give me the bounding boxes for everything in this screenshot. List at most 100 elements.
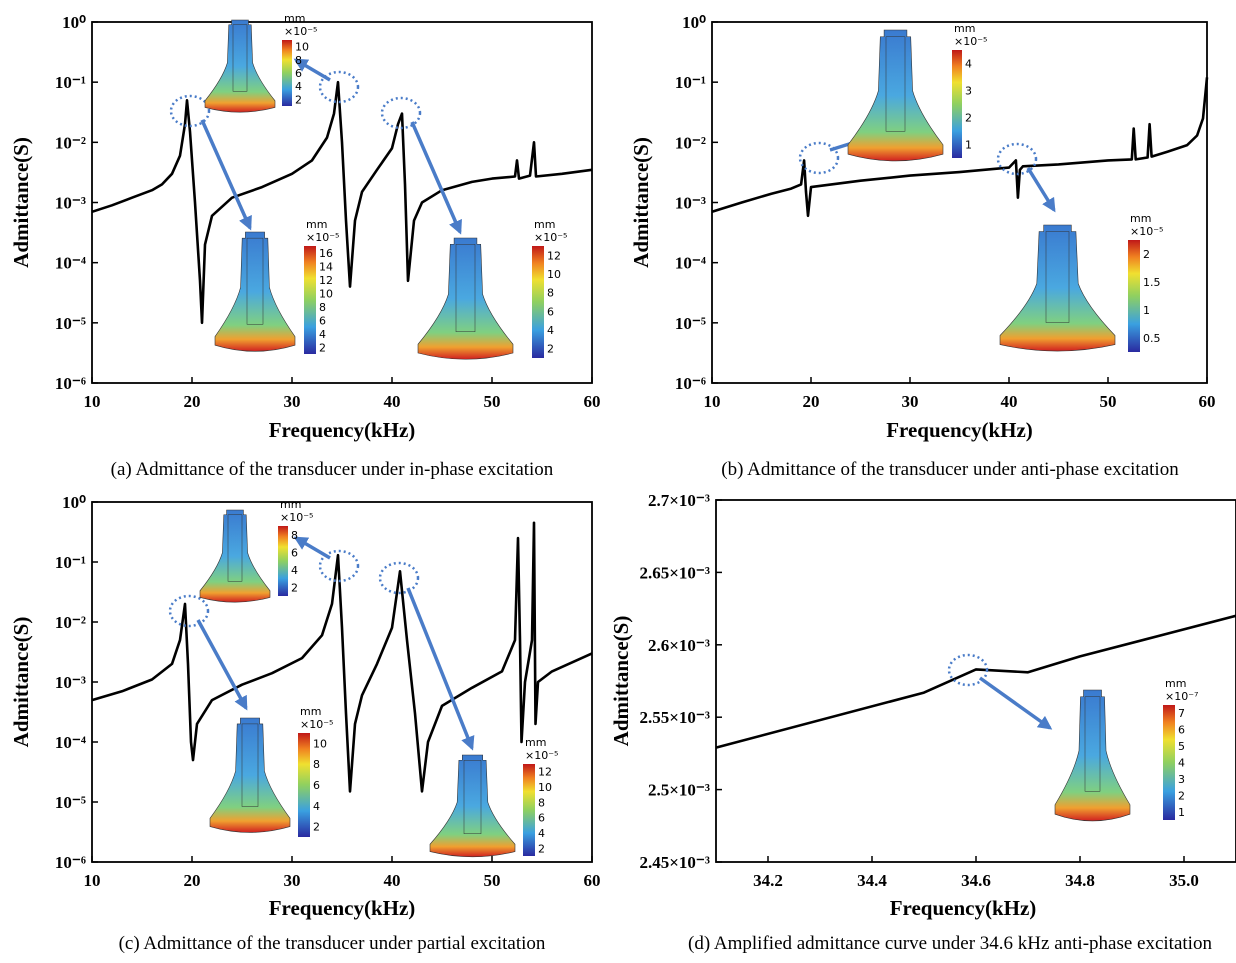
x-tick-label: 60	[584, 392, 601, 411]
colorbar-tick-label: 6	[295, 67, 302, 80]
colorbar-tick-label: 4	[538, 827, 545, 840]
x-tick-label: 30	[284, 392, 301, 411]
x-axis-label: Frequency(kHz)	[886, 418, 1033, 442]
colorbar	[952, 50, 962, 158]
mode-shape	[429, 754, 516, 858]
y-tick-label: 2.45×10⁻³	[639, 853, 710, 872]
y-tick-label: 10⁰	[682, 13, 706, 32]
highlight-circle	[380, 96, 422, 130]
y-tick-label: 2.55×10⁻³	[639, 708, 710, 727]
colorbar-scale: ×10⁻⁷	[1165, 690, 1198, 703]
highlight-circle	[168, 594, 210, 628]
colorbar	[523, 764, 535, 856]
x-tick-label: 60	[584, 871, 601, 890]
colorbar-tick-label: 8	[291, 529, 298, 542]
highlight-circle	[378, 561, 420, 595]
colorbar-tick-label: 8	[319, 301, 326, 314]
y-tick-label: 10⁻⁴	[675, 254, 706, 273]
colorbar-tick-label: 4	[965, 58, 972, 71]
y-tick-label: 2.5×10⁻³	[648, 781, 710, 800]
colorbar-unit: mm	[300, 705, 321, 718]
pointer-arrow	[200, 119, 252, 231]
x-tick-label: 60	[1199, 392, 1216, 411]
colorbar-tick-label: 12	[319, 274, 333, 287]
y-tick-label: 10⁻⁵	[55, 793, 86, 812]
highlight-circle	[318, 549, 360, 583]
colorbar-tick-label: 10	[313, 737, 327, 750]
mode-shape-core	[1045, 231, 1070, 323]
pointer-arrow	[978, 676, 1053, 730]
x-tick-label: 20	[803, 392, 820, 411]
colorbar	[304, 246, 316, 354]
colorbar-tick-label: 6	[538, 812, 545, 825]
colorbar-tick-label: 1.5	[1143, 276, 1161, 289]
y-tick-label: 10⁻³	[55, 194, 86, 213]
colorbar-scale: ×10⁻⁵	[280, 511, 313, 524]
colorbar-tick-label: 1	[1143, 304, 1150, 317]
y-tick-label: 10⁻⁴	[55, 733, 86, 752]
caption: (d) Amplified admittance curve under 34.…	[688, 933, 1212, 954]
y-tick-label: 10⁻⁶	[55, 374, 86, 393]
colorbar	[1128, 240, 1140, 352]
mode-shape	[1054, 689, 1131, 822]
admittance-line	[91, 521, 593, 793]
colorbar-tick-label: 8	[547, 287, 554, 300]
y-tick-label: 2.65×10⁻³	[639, 563, 710, 582]
x-tick-label: 50	[484, 392, 501, 411]
plot-frame	[91, 21, 593, 384]
x-tick-label: 20	[184, 871, 201, 890]
colorbar-tick-label: 1	[1178, 806, 1185, 819]
colorbar-tick-label: 16	[319, 247, 333, 260]
colorbar-tick-label: 1	[965, 139, 972, 152]
y-tick-label: 10⁻²	[675, 133, 706, 152]
y-tick-label: 10⁻⁵	[55, 314, 86, 333]
mode-shape	[199, 509, 271, 603]
colorbar-tick-label: 0.5	[1143, 332, 1161, 345]
y-tick-label: 2.7×10⁻³	[648, 491, 710, 510]
mode-shape-core	[1084, 696, 1101, 792]
y-tick-label: 10⁻³	[55, 673, 86, 692]
colorbar-unit: mm	[525, 736, 546, 749]
colorbar-scale: ×10⁻⁵	[300, 718, 333, 731]
mode-shape	[847, 29, 944, 162]
colorbar-scale: ×10⁻⁵	[954, 35, 987, 48]
colorbar-tick-label: 10	[295, 41, 309, 54]
colorbar-unit: mm	[280, 498, 301, 511]
colorbar-tick-label: 2	[295, 93, 302, 106]
caption: (b) Admittance of the transducer under a…	[721, 459, 1179, 480]
colorbar	[298, 733, 310, 837]
colorbar-tick-label: 2	[538, 842, 545, 855]
colorbar-tick-label: 12	[547, 249, 561, 262]
caption: (a) Admittance of the transducer under i…	[111, 459, 554, 480]
colorbar-tick-label: 6	[547, 305, 554, 318]
x-axis-label: Frequency(kHz)	[269, 418, 416, 442]
y-tick-label: 10⁻⁴	[55, 254, 86, 273]
mode-shape-core	[241, 723, 259, 807]
panel: 10 20 30 40 50 60 10⁻⁶ 10⁻⁵ 10⁻⁴ 10⁻³ 10⁻² 10⁻¹ 10⁰ F…	[9, 493, 601, 954]
admittance-line	[711, 77, 1209, 218]
colorbar-scale: ×10⁻⁵	[534, 231, 567, 244]
colorbar-tick-label: 2	[1178, 789, 1185, 802]
y-tick-label: 10⁻¹	[55, 553, 86, 572]
colorbar-tick-label: 3	[1178, 773, 1185, 786]
colorbar-tick-label: 5	[1178, 740, 1185, 753]
x-tick-label: 10	[84, 392, 101, 411]
colorbar-scale: ×10⁻⁵	[1130, 225, 1163, 238]
mode-shape-core	[463, 760, 482, 834]
colorbar-tick-label: 10	[319, 287, 333, 300]
y-axis-label: Admittance(S)	[9, 617, 33, 748]
mode-shape-core	[885, 36, 906, 132]
pointer-arrow	[293, 58, 331, 82]
colorbar-tick-label: 4	[295, 80, 302, 93]
panel: 10 20 30 40 50 60 10⁻⁶ 10⁻⁵ 10⁻⁴ 10⁻³ 10⁻² 10⁻¹ 10⁰ F…	[629, 13, 1216, 480]
y-tick-label: 10⁻³	[675, 194, 706, 213]
mode-shape-core	[232, 24, 248, 92]
colorbar-unit: mm	[954, 22, 975, 35]
y-axis-label: Admittance(S)	[609, 616, 633, 747]
colorbar-unit: mm	[284, 12, 305, 25]
plot-frame	[715, 499, 1236, 863]
panel: 34.2 34.4 34.6 34.8 35.0 2.45×10⁻³ 2.5×10⁻³ 2.5…	[609, 491, 1236, 954]
highlight-circle	[947, 653, 989, 687]
colorbar-tick-label: 2	[319, 341, 326, 354]
